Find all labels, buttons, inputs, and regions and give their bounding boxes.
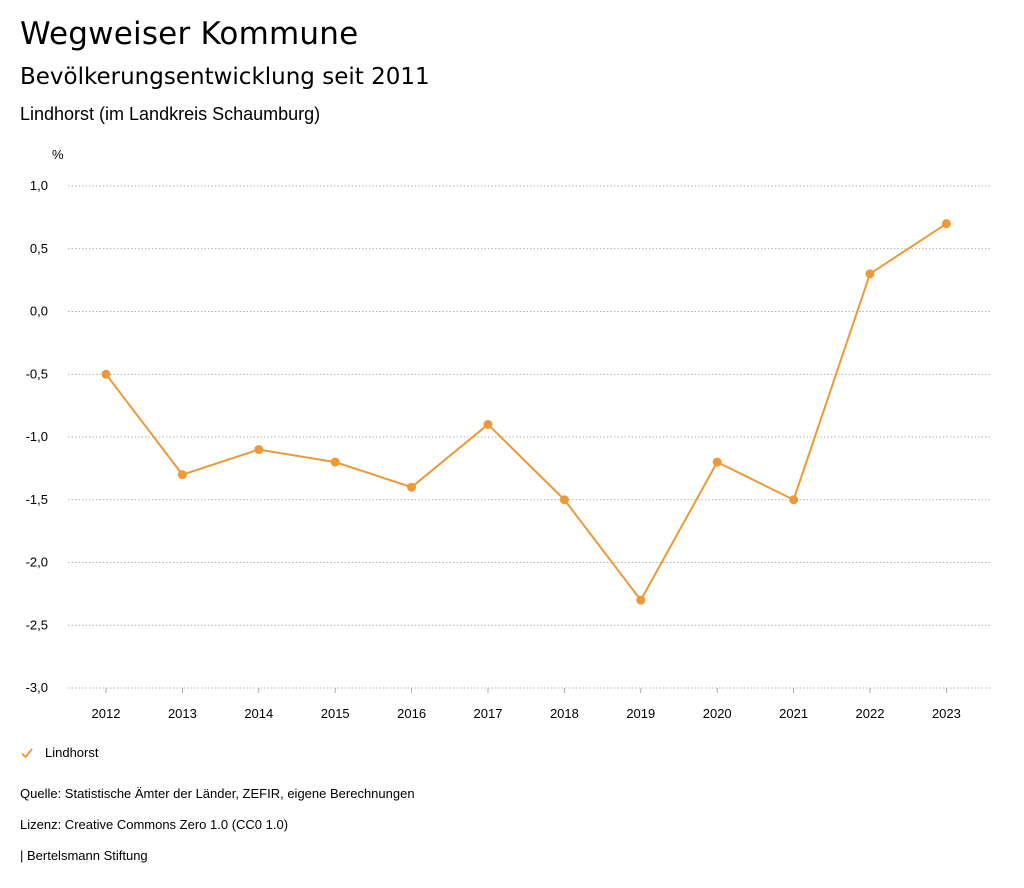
data-point[interactable] <box>789 495 799 505</box>
x-tick-label: 2021 <box>779 706 808 721</box>
y-tick-label: -2,5 <box>26 617 48 632</box>
data-point[interactable] <box>254 445 264 455</box>
series-group <box>101 219 951 605</box>
data-point[interactable] <box>407 482 417 492</box>
legend[interactable]: Lindhorst <box>20 745 98 760</box>
data-point[interactable] <box>941 219 951 229</box>
page-title: Wegweiser Kommune <box>20 16 359 52</box>
x-tick-labels: 2012 2013 2014 2015 2016 2017 2018 2019 2020 2021… <box>92 688 961 721</box>
x-tick-label: 2022 <box>856 706 885 721</box>
y-tick-label: -1,0 <box>26 429 48 444</box>
y-tick-labels: 1,0 0,5 0,0 -0,5 -1,0 -1,5 -2,0 -2,5 -3,0 <box>26 178 48 695</box>
check-icon <box>21 747 33 758</box>
series-line <box>105 222 947 602</box>
x-tick-label: 2012 <box>92 706 121 721</box>
x-tick-label: 2019 <box>626 706 655 721</box>
x-tick-label: 2016 <box>397 706 426 721</box>
data-point[interactable] <box>712 457 722 467</box>
data-point[interactable] <box>177 470 187 480</box>
grid-lines <box>68 185 990 689</box>
line-chart: % 1,0 0,5 0,0 -0,5 -1,0 -1,5 -2,0 -2,5 -3,0 2012… <box>26 147 990 721</box>
data-point[interactable] <box>636 595 646 605</box>
publisher-note: | Bertelsmann Stiftung <box>20 848 148 863</box>
license-note: Lizenz: Creative Commons Zero 1.0 (CC0 1… <box>20 817 289 832</box>
y-tick-label: -2,0 <box>26 555 48 570</box>
data-point[interactable] <box>483 419 493 429</box>
x-tick-label: 2014 <box>244 706 273 721</box>
y-tick-label: -3,0 <box>26 680 48 695</box>
region-label: Lindhorst (im Landkreis Schaumburg) <box>20 104 321 124</box>
x-tick-label: 2017 <box>474 706 503 721</box>
y-tick-label: 1,0 <box>30 178 48 193</box>
x-tick-label: 2018 <box>550 706 579 721</box>
data-point[interactable] <box>101 369 111 379</box>
chart-subtitle: Bevölkerungsentwicklung seit 2011 <box>20 64 430 90</box>
data-point[interactable] <box>865 269 875 279</box>
y-tick-label: -1,5 <box>26 492 48 507</box>
y-tick-label: -0,5 <box>26 366 48 381</box>
x-tick-label: 2020 <box>703 706 732 721</box>
y-tick-label: 0,0 <box>30 304 48 319</box>
x-tick-label: 2015 <box>321 706 350 721</box>
legend-label: Lindhorst <box>45 745 99 760</box>
y-axis-unit: % <box>52 147 64 162</box>
y-tick-label: 0,5 <box>30 241 48 256</box>
data-point[interactable] <box>559 495 569 505</box>
data-point[interactable] <box>330 457 340 467</box>
x-tick-label: 2023 <box>932 706 961 721</box>
source-note: Quelle: Statistische Ämter der Länder, Z… <box>20 786 415 801</box>
x-tick-label: 2013 <box>168 706 197 721</box>
